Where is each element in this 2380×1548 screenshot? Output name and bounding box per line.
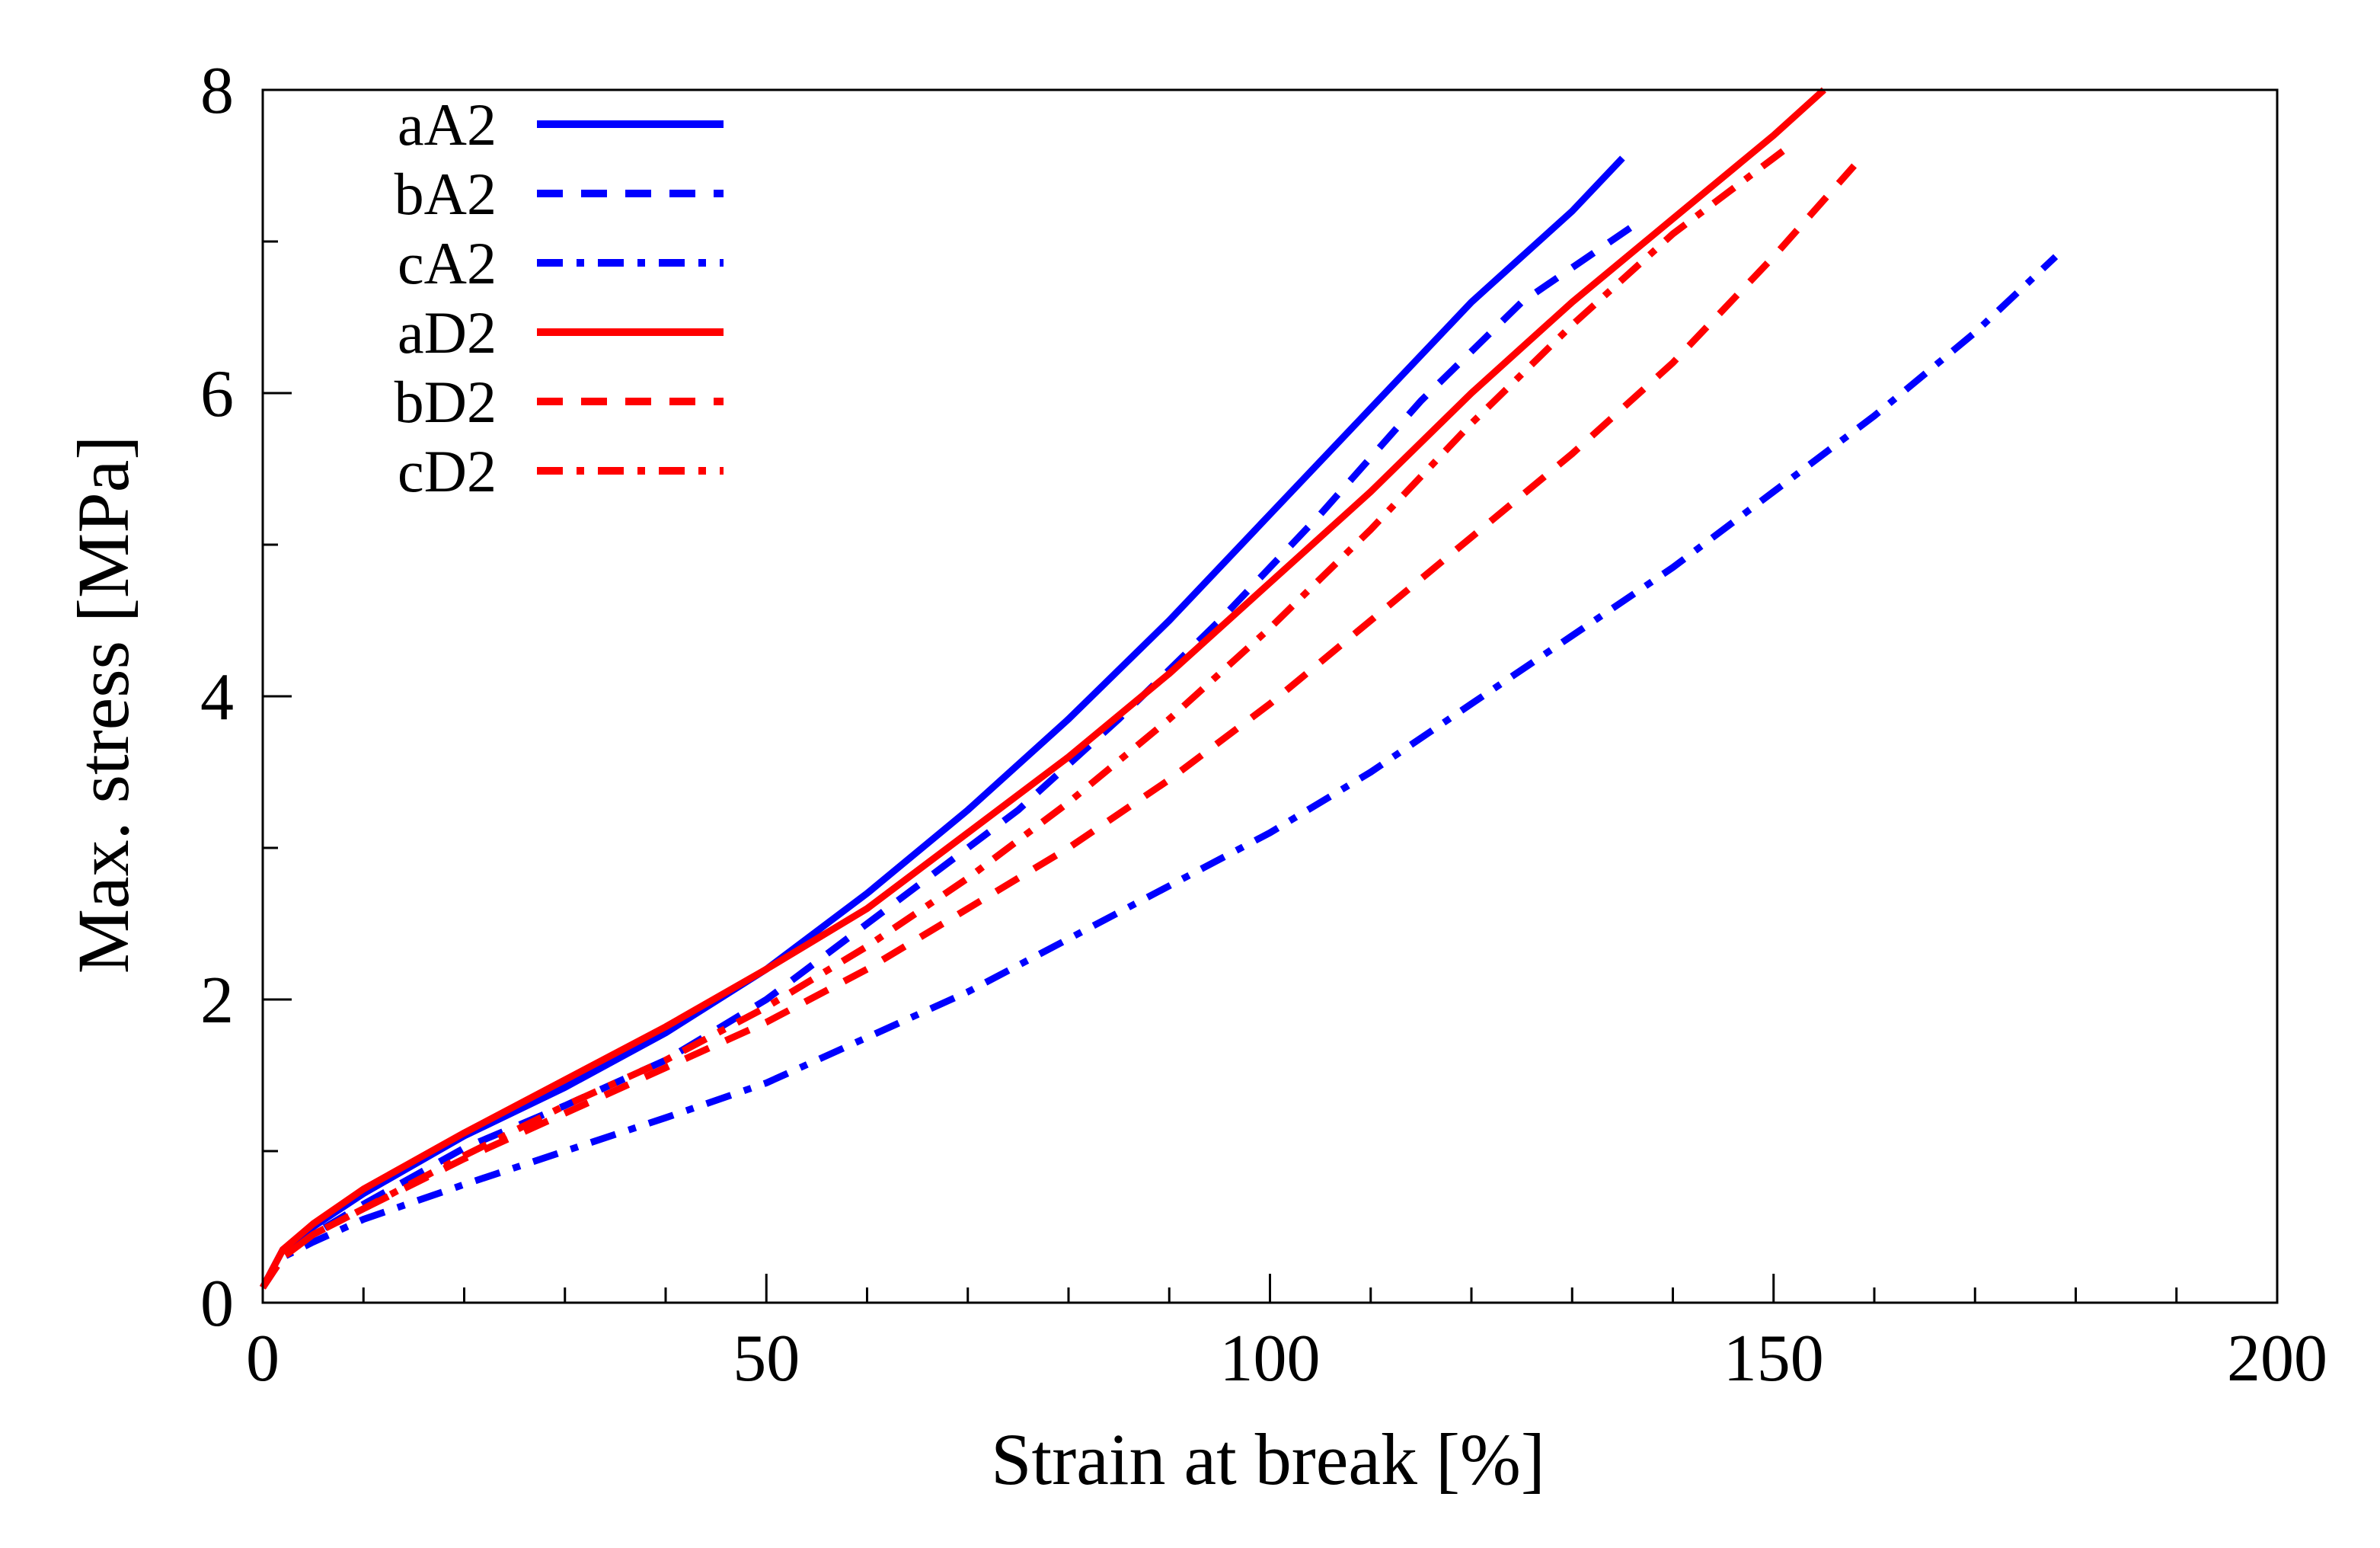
y-tick-label: 0 xyxy=(200,1267,234,1341)
major-ticks xyxy=(261,88,2279,1304)
legend-label-bD2: bD2 xyxy=(395,369,497,435)
x-tick-label: 150 xyxy=(1724,1322,1824,1396)
y-axis-title: Max. stress [MPa] xyxy=(62,436,144,974)
tick-labels: 0 50 100 150 200 0 2 4 6 8 xyxy=(200,54,2327,1396)
series-line-cD2 xyxy=(260,140,1796,1290)
legend-label-cA2: cA2 xyxy=(398,230,497,296)
x-tick-label: 200 xyxy=(2227,1322,2327,1396)
legend-label-aD2: aD2 xyxy=(398,299,497,366)
series-line-bD2 xyxy=(260,163,1857,1290)
x-axis-title: Strain at break [%] xyxy=(991,1418,1545,1500)
series-line-aD2 xyxy=(260,87,1826,1290)
x-tick-label: 50 xyxy=(733,1322,800,1396)
y-tick-label: 2 xyxy=(200,964,234,1038)
series-line-cA2 xyxy=(260,254,2059,1290)
x-tick-label: 100 xyxy=(1220,1322,1321,1396)
plot-frame xyxy=(261,88,2279,1304)
x-tick-label: 0 xyxy=(246,1322,280,1396)
minor-ticks xyxy=(263,240,2178,1303)
legend-label-aA2: aA2 xyxy=(398,91,497,158)
y-tick-label: 8 xyxy=(200,54,234,128)
series-layer xyxy=(260,87,2059,1290)
y-tick-label: 6 xyxy=(200,357,234,431)
legend-label-bA2: bA2 xyxy=(395,161,497,227)
y-tick-label: 4 xyxy=(200,660,234,734)
legend-label-cD2: cD2 xyxy=(398,438,497,504)
